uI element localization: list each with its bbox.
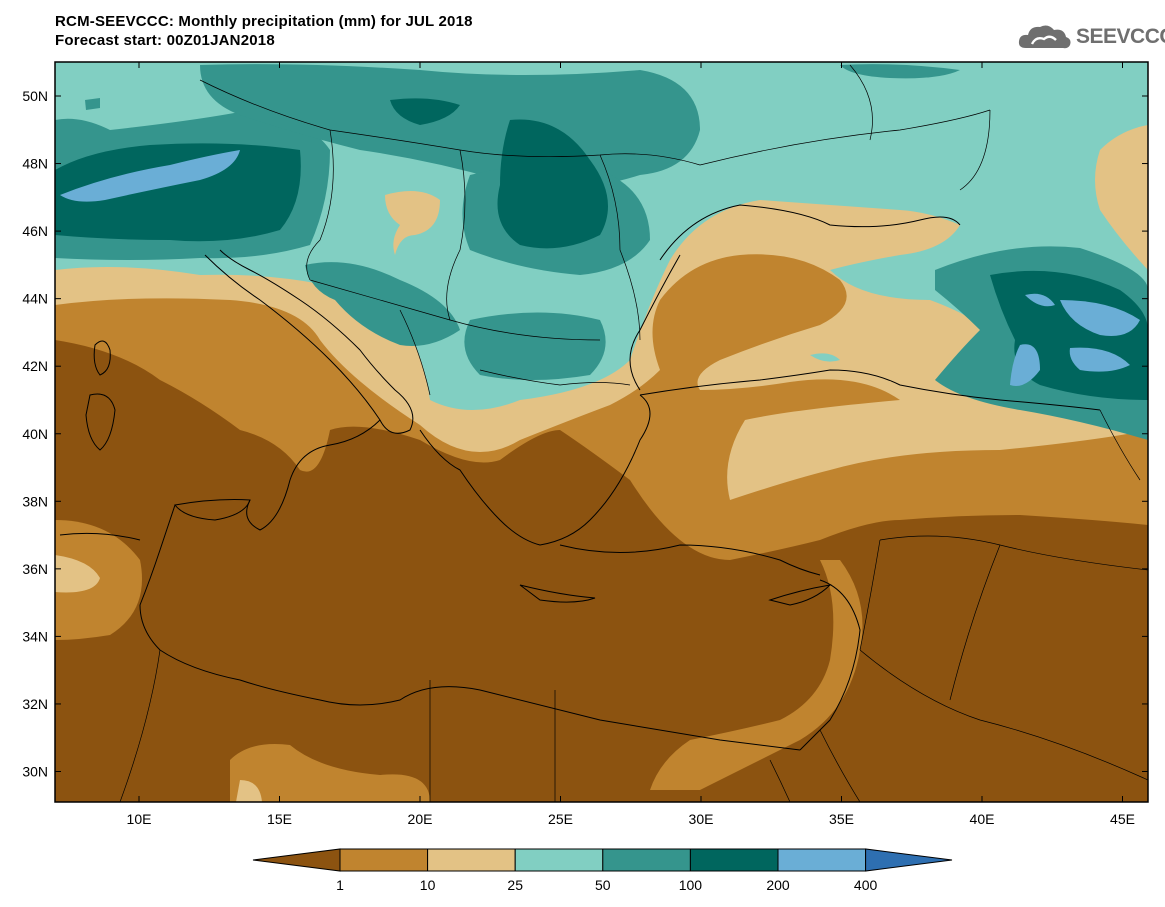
field-small-patch [85,98,100,110]
lat-label: 46N [22,223,48,239]
map-frame [54,61,1149,803]
legend-label: 200 [766,877,790,893]
seevccc-logo: SEEVCCC [1018,22,1165,52]
lat-label: 44N [22,291,48,307]
logo-text: SEEVCCC [1076,25,1165,48]
field-hungary-25-50 [385,191,440,255]
lon-label: 30E [689,811,714,827]
lon-label: 25E [548,811,573,827]
lon-label: 40E [970,811,995,827]
field-alps-100-200 [55,143,301,242]
coastlines [59,204,1101,751]
title-block: RCM-SEEVCCC: Monthly precipitation (mm) … [55,12,473,50]
lon-label: 20E [408,811,433,827]
lat-label: 40N [22,426,48,442]
field-caucasus-200-400-a [1060,300,1140,336]
cloud-logo-icon [1018,25,1071,49]
field-alps-200-400 [60,150,240,202]
lon-label: 10E [127,811,152,827]
field-levant-10-25 [650,560,863,790]
lon-label: 15E [267,811,292,827]
lat-label: 34N [22,628,48,644]
legend-label: 400 [854,877,878,893]
legend-swatch [339,848,429,872]
legend-max-arrow [865,848,953,872]
latitude-axis: 50N 48N 46N 44N 42N 40N 38N 36N 34N 32N 30N [22,88,1148,780]
field-tunisia-25-50 [55,555,100,593]
legend-swatch [514,848,604,872]
borders [119,64,1148,802]
legend-swatch [427,848,516,872]
field-poland-100-200 [390,98,460,125]
lon-label: 35E [829,811,854,827]
field-caucasus-200-400-b [1025,293,1055,307]
field-caucasus-200-400-d [1010,344,1040,386]
lat-label: 30N [22,764,48,780]
field-bulgaria-50-100 [464,312,606,380]
field-balkans-50-100 [305,262,460,346]
legend-swatch [602,848,691,872]
legend-min-arrow [252,848,341,872]
field-russia-25-50 [1095,125,1148,270]
field-carpathians-100-200 [497,119,608,249]
lat-label: 50N [22,88,48,104]
map-title: RCM-SEEVCCC: Monthly precipitation (mm) … [55,13,473,30]
map-subtitle: Forecast start: 00Z01JAN2018 [55,32,275,49]
legend-label: 25 [507,877,523,893]
field-caucasus-200-400-c [1069,347,1130,372]
lat-label: 36N [22,561,48,577]
color-legend: 1 10 25 50 100 200 400 [252,848,953,893]
longitude-axis: 10E 15E 20E 25E 30E 35E 40E 45E [127,62,1135,827]
legend-swatch [777,848,867,872]
legend-label: 10 [420,877,436,893]
field-libya-25-50 [236,780,262,802]
lat-label: 42N [22,358,48,374]
field-blacksea-patch [810,353,840,362]
lat-label: 32N [22,696,48,712]
legend-label: 50 [595,877,611,893]
legend-swatch [689,848,779,872]
map-field [55,62,1148,802]
legend-label: 1 [336,877,344,893]
legend-label: 100 [679,877,703,893]
field-lt-10 [55,340,1148,802]
lat-label: 38N [22,493,48,509]
field-north-50-100 [840,64,960,79]
lon-label: 45E [1110,811,1135,827]
lat-label: 48N [22,156,48,172]
